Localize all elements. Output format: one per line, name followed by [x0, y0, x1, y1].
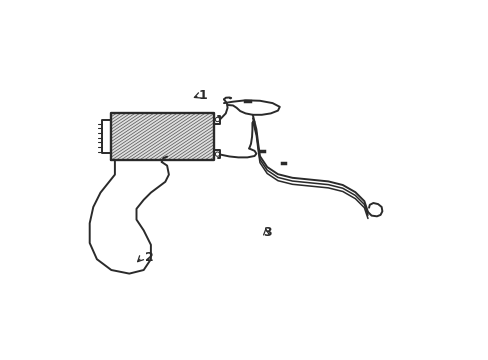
Bar — [111, 113, 213, 160]
Text: 2: 2 — [144, 251, 153, 264]
Text: 1: 1 — [198, 89, 207, 102]
Text: 3: 3 — [263, 226, 272, 239]
